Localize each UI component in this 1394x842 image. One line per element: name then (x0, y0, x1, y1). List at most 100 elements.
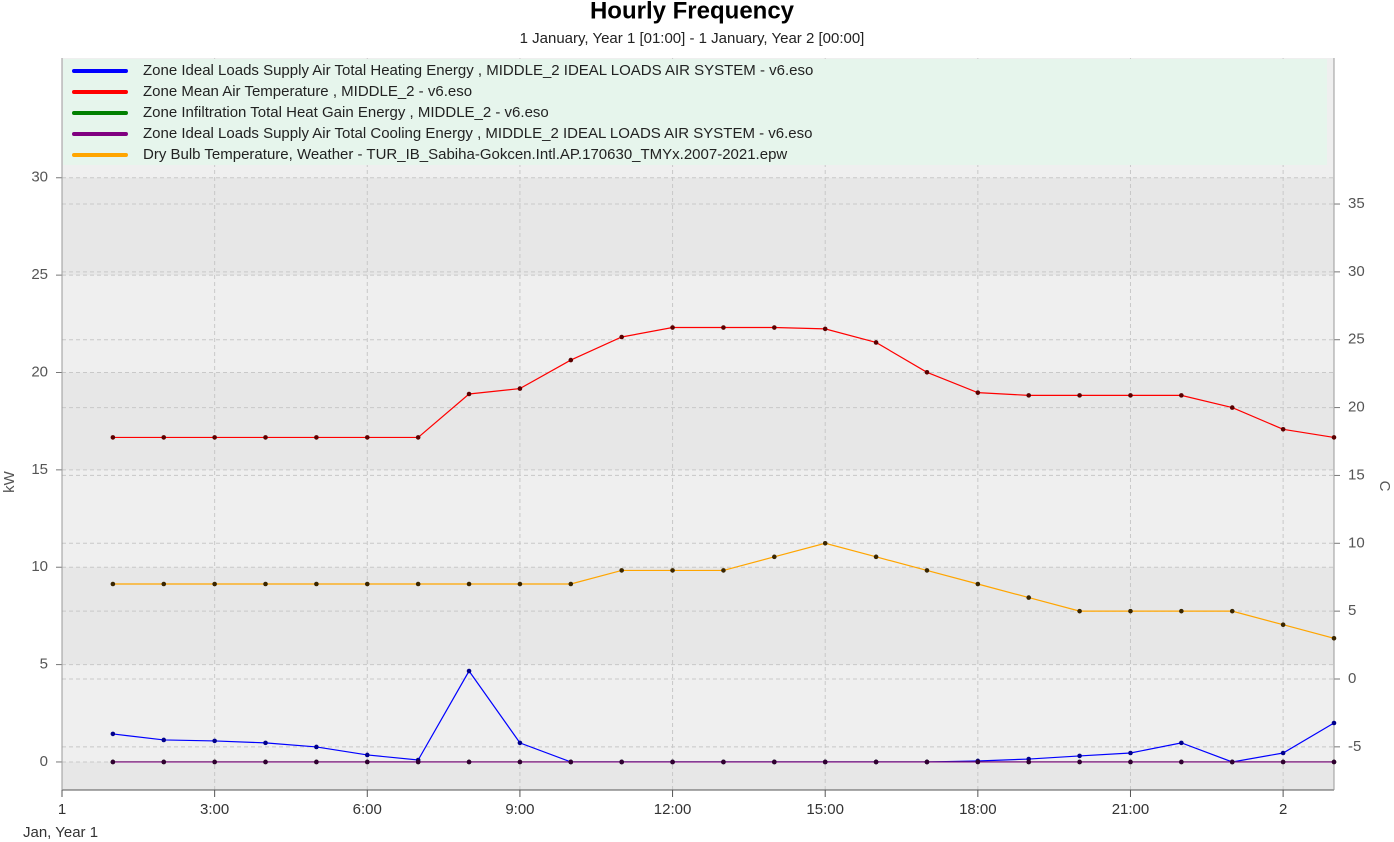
data-point (110, 435, 116, 440)
data-point (1331, 720, 1337, 726)
data-point (212, 435, 217, 440)
data-point (314, 744, 319, 750)
x-tick-label: 3:00 (200, 801, 229, 818)
data-point (212, 759, 217, 765)
data-point (772, 554, 777, 560)
x-tick-label: 12:00 (654, 801, 692, 818)
data-point (721, 759, 726, 765)
legend: Zone Ideal Loads Supply Air Total Heatin… (63, 59, 1327, 165)
data-point (619, 568, 624, 573)
data-point (822, 540, 828, 546)
data-point (314, 581, 319, 587)
data-point (1077, 608, 1082, 614)
data-point (975, 581, 981, 587)
data-point (161, 581, 167, 587)
data-point (1331, 759, 1337, 765)
plot-band (62, 761, 1334, 790)
data-point (619, 334, 624, 340)
data-point (263, 435, 268, 440)
data-point (466, 759, 472, 765)
plot-background (62, 58, 1334, 790)
data-point (1331, 635, 1337, 641)
data-point (772, 325, 777, 330)
data-point (1179, 740, 1184, 746)
x-tick-label: 18:00 (959, 801, 997, 818)
data-point (466, 391, 472, 397)
data-point (1077, 759, 1082, 765)
y2-tick-label: 0 (1348, 670, 1356, 687)
data-point (110, 759, 116, 765)
data-point (1077, 753, 1082, 759)
data-point (1128, 608, 1133, 614)
data-point (1128, 750, 1133, 756)
y2-tick-label: 15 (1348, 466, 1365, 483)
y2-axis-label: C (1376, 481, 1393, 492)
data-point (364, 752, 370, 758)
y2-tick-label: 35 (1348, 195, 1365, 212)
data-point (110, 731, 116, 737)
data-point (1229, 608, 1235, 614)
data-point (161, 435, 167, 440)
data-point (517, 740, 523, 746)
y-tick-label: 5 (40, 656, 48, 673)
data-point (772, 759, 777, 765)
data-point (1179, 759, 1184, 765)
data-point (1331, 435, 1337, 440)
data-point (1280, 750, 1286, 756)
y2-tick-label: 20 (1348, 399, 1365, 416)
x-tick-label: 6:00 (353, 801, 382, 818)
data-point (415, 435, 421, 440)
data-point (314, 759, 319, 765)
chart-subtitle: 1 January, Year 1 [01:00] - 1 January, Y… (520, 30, 865, 47)
chart-title: Hourly Frequency (590, 0, 795, 24)
y-tick-label: 15 (31, 461, 48, 478)
data-point (975, 759, 981, 765)
data-point (1280, 622, 1286, 628)
data-point (517, 759, 523, 765)
data-point (314, 435, 319, 440)
data-point (873, 554, 879, 560)
data-point (1026, 759, 1032, 765)
data-point (517, 386, 523, 391)
data-point (1229, 759, 1235, 765)
plot-band (62, 177, 1334, 276)
legend-label: Zone Mean Air Temperature , MIDDLE_2 - v… (143, 83, 472, 100)
legend-label: Dry Bulb Temperature, Weather - TUR_IB_S… (143, 146, 787, 163)
legend-label: Zone Infiltration Total Heat Gain Energy… (143, 104, 549, 121)
y2-tick-label: 10 (1348, 534, 1365, 551)
y-tick-label: 10 (31, 558, 48, 575)
data-point (822, 759, 828, 765)
data-point (1179, 608, 1184, 614)
series (110, 325, 1337, 440)
y2-tick-label: 30 (1348, 263, 1365, 280)
y2-tick-label: 25 (1348, 331, 1365, 348)
data-point (619, 759, 624, 765)
data-point (212, 581, 217, 587)
data-point (721, 568, 726, 573)
data-point (364, 581, 370, 587)
y2-tick-label: 5 (1348, 602, 1356, 619)
y-tick-label: 30 (31, 169, 48, 186)
plot-band (62, 567, 1334, 665)
data-point (110, 581, 116, 587)
data-point (1280, 759, 1286, 765)
data-point (1128, 393, 1133, 398)
data-point (1229, 405, 1235, 410)
x-tick-label: 9:00 (505, 801, 534, 818)
y-tick-label: 20 (31, 363, 48, 380)
data-point (721, 325, 726, 330)
x-tick-label: 1 (58, 801, 66, 818)
data-point (517, 581, 523, 587)
data-point (822, 326, 828, 332)
plot-band (62, 372, 1334, 470)
y2-tick-label: -5 (1348, 738, 1361, 755)
data-point (466, 581, 472, 587)
data-point (873, 340, 879, 345)
data-point (670, 325, 675, 330)
x-axis-label: Jan, Year 1 (23, 824, 98, 841)
x-tick-label: 15:00 (806, 801, 844, 818)
data-point (1280, 426, 1286, 432)
data-point (466, 668, 472, 674)
data-point (568, 759, 574, 765)
